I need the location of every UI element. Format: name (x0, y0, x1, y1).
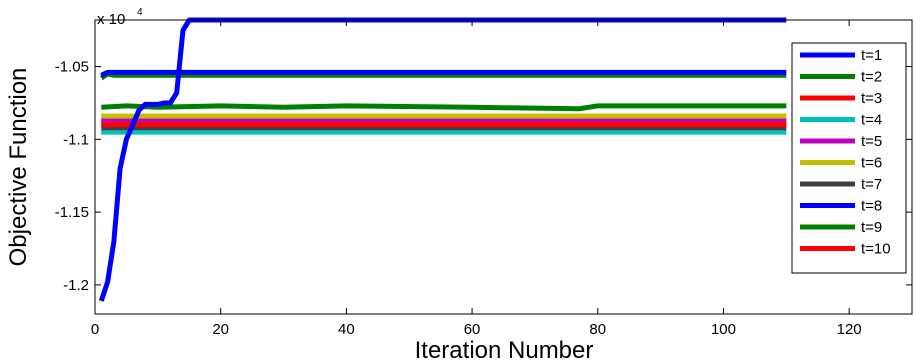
legend-label-t=4: t=4 (861, 112, 882, 129)
x-tick-label: 120 (837, 321, 862, 338)
legend-label-t=3: t=3 (861, 90, 882, 107)
legend-items: t=1 t=2 t=3 t=4 t=5 t=6 t=7 t=8 t=9 t=10 (800, 47, 891, 258)
legend-label-t=2: t=2 (861, 69, 882, 86)
x-tick-label: 40 (338, 321, 355, 338)
x-tick-label: 60 (464, 321, 481, 338)
plot-frame (94, 19, 913, 315)
x-tick-label: 100 (711, 321, 736, 338)
series-line-t=8 (100, 69, 787, 78)
x-axis-title: Iteration Number (415, 337, 594, 362)
legend-label-t=5: t=5 (861, 133, 882, 150)
legend-label-t=1: t=1 (861, 47, 882, 64)
legend-label-t=9: t=9 (861, 219, 882, 236)
legend: t=1 t=2 t=3 t=4 t=5 t=6 t=7 t=8 t=9 t=10 (791, 42, 907, 274)
y-tick-label: -1.05 (55, 59, 89, 76)
y-scale-exponent: 4 (137, 7, 143, 18)
legend-label-t=8: t=8 (861, 198, 882, 215)
x-ticks: 0 20 40 60 80 100 120 (91, 20, 862, 338)
series-line-t=9 (101, 103, 787, 112)
legend-label-t=6: t=6 (861, 155, 882, 172)
y-axis-title: Objective Function (5, 68, 32, 267)
legend-label-t=10: t=10 (861, 241, 891, 258)
x-tick-label: 0 (91, 321, 99, 338)
y-ticks: -1.2 -1.15 -1.1 -1.05 (55, 59, 912, 294)
y-tick-label: -1.15 (55, 204, 89, 221)
y-tick-label: -1.2 (63, 277, 89, 294)
x-tick-label: 20 (212, 321, 229, 338)
x-tick-label: 80 (589, 321, 606, 338)
legend-label-t=7: t=7 (861, 176, 882, 193)
legend-box (791, 42, 907, 274)
y-scale-label: x 10 (97, 11, 125, 28)
y-tick-label: -1.1 (63, 131, 89, 148)
plot-background (95, 20, 912, 314)
